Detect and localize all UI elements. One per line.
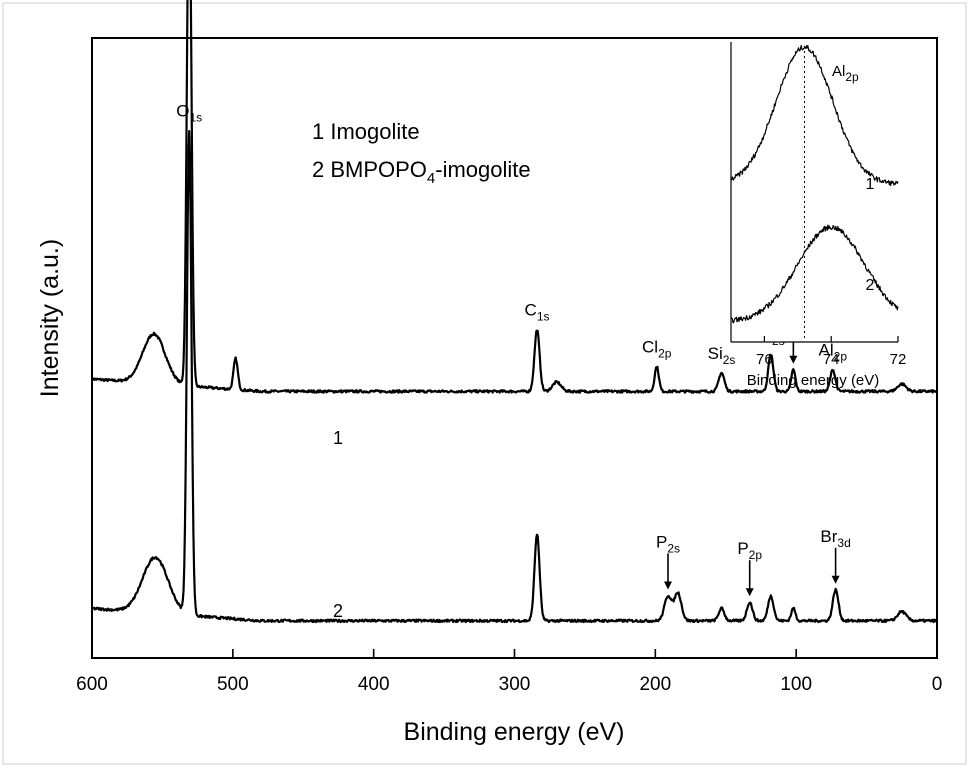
peak-label: Al2p xyxy=(819,341,848,364)
curve-label-1: 1 xyxy=(333,428,343,448)
annotation-arrow-head xyxy=(789,355,798,364)
peak-label: Cl2p xyxy=(642,338,672,361)
x-tick-label: 600 xyxy=(76,674,108,695)
peak-label: Br3d xyxy=(820,527,850,550)
inset-title: Al2p xyxy=(832,63,859,84)
inset-x-tick-label: 72 xyxy=(890,351,907,368)
inset-title-sub: 2p xyxy=(845,70,859,84)
main-x-ticks: 600 500 400 300 200 100 0 xyxy=(76,649,942,695)
peak-label: C1s xyxy=(525,300,550,323)
inset-curve-label-1: 1 xyxy=(866,176,875,193)
inset-curve-label-2: 2 xyxy=(866,277,875,294)
x-tick-label: 400 xyxy=(358,674,390,695)
series-1-imogolite-line xyxy=(90,0,938,394)
x-tick-label: 300 xyxy=(499,674,531,695)
x-axis-title: Binding energy (eV) xyxy=(404,718,625,746)
annotation-arrow-head xyxy=(664,581,673,590)
curve-label-2: 2 xyxy=(333,601,343,621)
x-tick-label: 100 xyxy=(780,674,812,695)
inset-background xyxy=(731,42,901,342)
legend: 1 Imogolite 2 BMPOPO4-imogolite xyxy=(312,119,531,187)
annotation-arrow-head xyxy=(831,575,840,584)
inset-x-axis-title: Binding energy (eV) xyxy=(747,372,880,389)
legend-entry-2-subscript: 4 xyxy=(427,170,435,187)
legend-entry-2: 2 BMPOPO4-imogolite xyxy=(312,157,531,187)
inset-x-tick-label: 74 xyxy=(823,351,840,368)
annotation-arrow-head xyxy=(745,588,754,597)
x-tick-label: 0 xyxy=(932,674,943,695)
x-tick-label: 200 xyxy=(639,674,671,695)
y-axis-title: Intensity (a.u.) xyxy=(36,239,64,397)
legend-entry-2-prefix: 2 BMPOPO xyxy=(312,157,427,182)
peak-label: P2s xyxy=(656,532,680,555)
legend-entry-2-suffix: -imogolite xyxy=(435,157,530,182)
inset-x-ticks: 76 74 72 xyxy=(756,336,906,368)
x-tick-label: 500 xyxy=(217,674,249,695)
inset-x-tick-label: 76 xyxy=(756,351,773,368)
peak-label: O1s xyxy=(176,101,202,124)
legend-entry-1: 1 Imogolite xyxy=(312,119,420,144)
inset-series-1-line xyxy=(730,44,899,187)
series-2-bmpopo4-imogolite-line xyxy=(91,129,938,624)
peak-label: Si2s xyxy=(708,344,736,367)
peak-label: P2p xyxy=(737,539,762,562)
inset-al2p-plot: 76 74 72 Al2p 1 2 Binding energy (eV) xyxy=(730,42,906,389)
inset-series-2-line xyxy=(730,224,899,324)
inset-title-base: Al xyxy=(832,63,845,80)
